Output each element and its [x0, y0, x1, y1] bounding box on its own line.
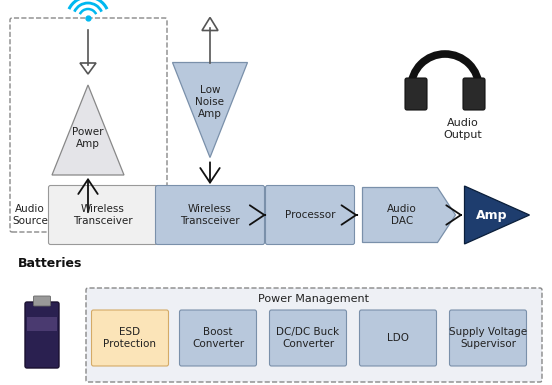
- Polygon shape: [363, 187, 455, 243]
- FancyBboxPatch shape: [463, 78, 485, 110]
- Text: Supply Voltage
Supervisor: Supply Voltage Supervisor: [449, 327, 527, 349]
- FancyBboxPatch shape: [269, 310, 347, 366]
- Text: Processor: Processor: [285, 210, 335, 220]
- FancyBboxPatch shape: [156, 186, 264, 244]
- Text: Amp: Amp: [476, 209, 508, 221]
- Text: DC/DC Buck
Converter: DC/DC Buck Converter: [277, 327, 339, 349]
- Text: Batteries: Batteries: [18, 257, 82, 270]
- Text: Boost
Converter: Boost Converter: [192, 327, 244, 349]
- Text: Power
Amp: Power Amp: [72, 127, 104, 149]
- FancyBboxPatch shape: [405, 78, 427, 110]
- FancyBboxPatch shape: [86, 288, 542, 382]
- Polygon shape: [172, 62, 247, 157]
- Text: Audio
Source: Audio Source: [12, 204, 48, 226]
- FancyBboxPatch shape: [266, 186, 354, 244]
- Text: Low
Noise
Amp: Low Noise Amp: [195, 85, 225, 119]
- Text: LDO: LDO: [387, 333, 409, 343]
- FancyBboxPatch shape: [34, 296, 50, 306]
- FancyBboxPatch shape: [25, 302, 59, 368]
- Text: Wireless
Transceiver: Wireless Transceiver: [73, 204, 133, 226]
- Text: Audio
DAC: Audio DAC: [387, 204, 417, 226]
- FancyBboxPatch shape: [359, 310, 437, 366]
- Text: Power Management: Power Management: [258, 294, 369, 304]
- Text: Audio
Output: Audio Output: [444, 118, 482, 140]
- Polygon shape: [52, 85, 124, 175]
- Polygon shape: [464, 186, 529, 244]
- Text: Wireless
Transceiver: Wireless Transceiver: [180, 204, 240, 226]
- FancyBboxPatch shape: [179, 310, 257, 366]
- Text: ESD
Protection: ESD Protection: [104, 327, 157, 349]
- FancyBboxPatch shape: [449, 310, 527, 366]
- FancyBboxPatch shape: [49, 186, 157, 244]
- FancyBboxPatch shape: [27, 317, 57, 331]
- FancyBboxPatch shape: [92, 310, 168, 366]
